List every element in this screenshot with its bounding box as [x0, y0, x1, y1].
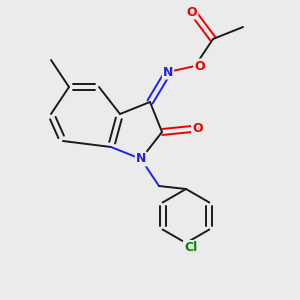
Text: Cl: Cl: [184, 241, 197, 254]
Text: O: O: [187, 5, 197, 19]
Text: O: O: [192, 122, 203, 136]
Text: O: O: [194, 59, 205, 73]
Text: N: N: [163, 65, 173, 79]
Text: N: N: [136, 152, 146, 166]
